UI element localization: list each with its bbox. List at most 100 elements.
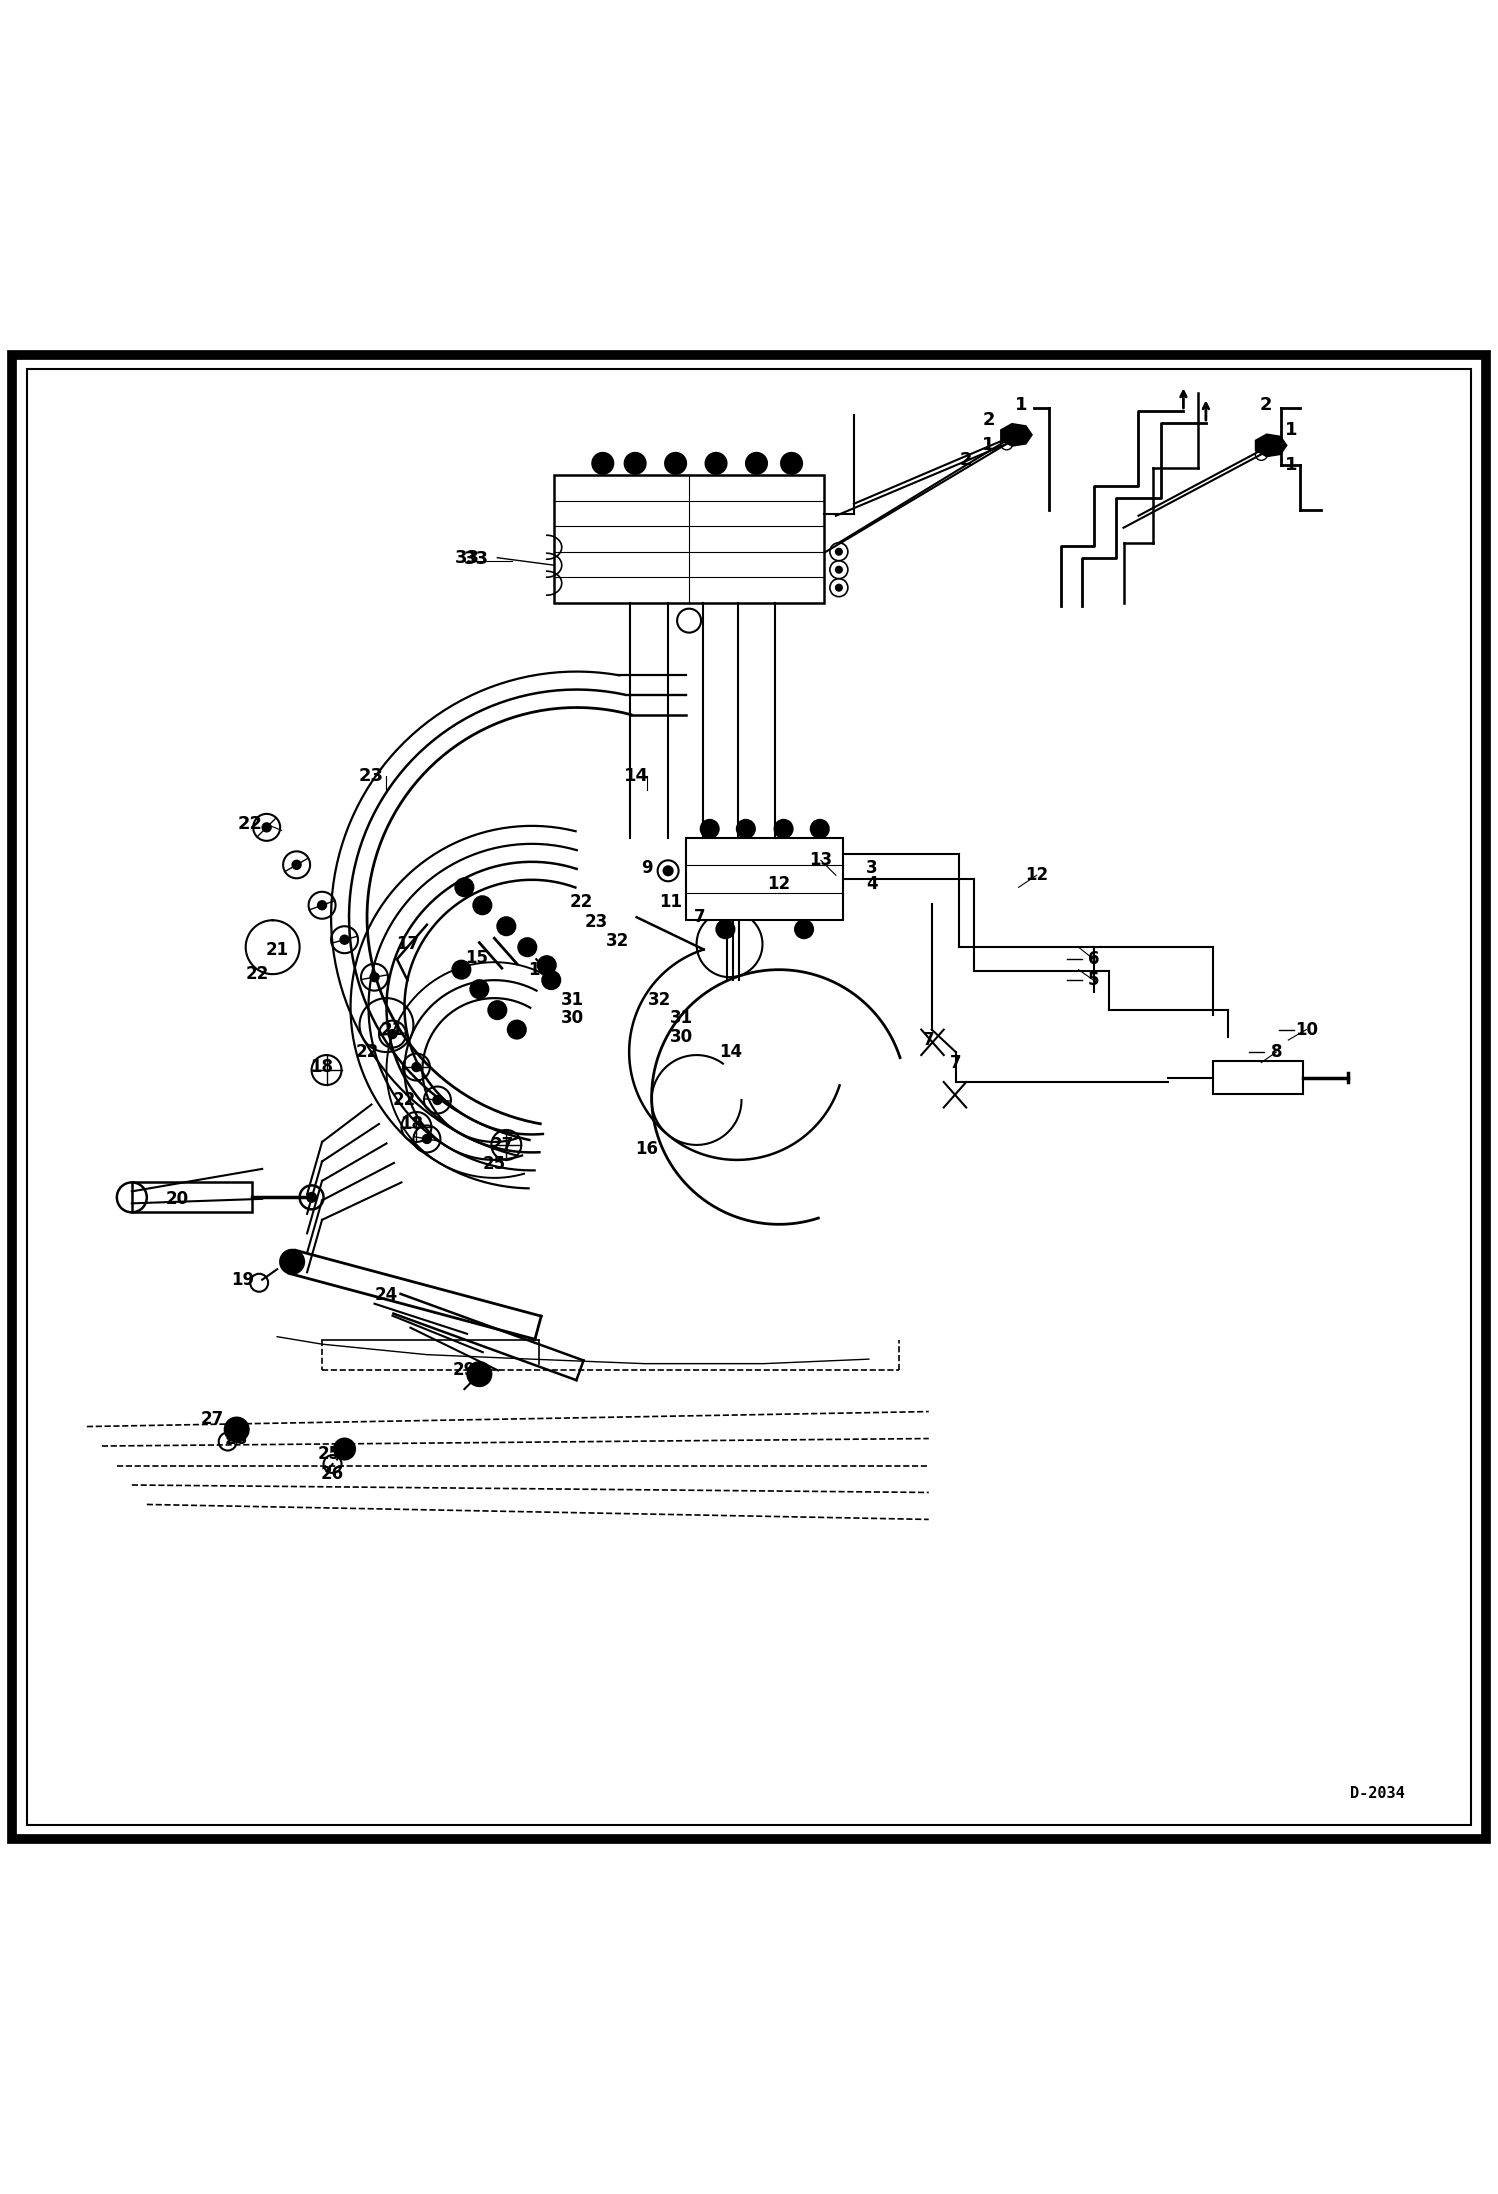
Text: 22: 22: [569, 893, 593, 911]
Circle shape: [836, 548, 842, 555]
Circle shape: [452, 961, 470, 979]
Circle shape: [488, 1000, 506, 1018]
Circle shape: [538, 957, 556, 974]
Circle shape: [262, 823, 271, 832]
Circle shape: [467, 1362, 491, 1387]
Text: 22: 22: [238, 816, 262, 834]
Circle shape: [625, 452, 646, 474]
Circle shape: [388, 1029, 397, 1038]
Text: 10: 10: [1294, 1020, 1318, 1038]
Text: 30: 30: [670, 1029, 694, 1047]
Text: 1: 1: [1285, 421, 1297, 439]
Circle shape: [433, 1095, 442, 1104]
Circle shape: [701, 821, 719, 838]
Text: 16: 16: [635, 1141, 659, 1158]
Text: 32: 32: [647, 992, 671, 1009]
Text: 13: 13: [809, 851, 833, 869]
Circle shape: [780, 452, 801, 474]
Bar: [1213, 1062, 1303, 1095]
Text: 9: 9: [641, 858, 653, 878]
Text: 7: 7: [923, 1031, 935, 1049]
Text: 21: 21: [265, 941, 289, 959]
Text: 2: 2: [960, 452, 972, 470]
Text: 1: 1: [983, 437, 995, 454]
Text: 2: 2: [1260, 395, 1272, 415]
Circle shape: [774, 821, 792, 838]
Circle shape: [716, 919, 734, 939]
Text: 26: 26: [321, 1466, 345, 1483]
Circle shape: [592, 452, 613, 474]
Text: 6: 6: [1088, 950, 1100, 968]
Text: 1: 1: [1285, 456, 1297, 474]
Text: 18: 18: [310, 1058, 334, 1075]
Text: 27: 27: [201, 1411, 225, 1428]
Text: 7: 7: [950, 1053, 962, 1071]
Circle shape: [497, 917, 515, 935]
Circle shape: [795, 919, 813, 939]
Text: 28: 28: [225, 1430, 249, 1448]
Text: 31: 31: [670, 1009, 694, 1027]
Text: 22: 22: [355, 1042, 379, 1062]
Circle shape: [370, 972, 379, 981]
Circle shape: [542, 972, 560, 989]
Text: 29: 29: [452, 1360, 476, 1378]
Text: 1: 1: [1016, 395, 1028, 415]
Circle shape: [836, 584, 842, 590]
Text: 30: 30: [560, 1009, 584, 1027]
Text: 12: 12: [767, 875, 791, 893]
Text: 15: 15: [464, 948, 488, 968]
Text: 27: 27: [490, 1136, 514, 1154]
Text: 4: 4: [866, 875, 878, 893]
Circle shape: [307, 1194, 316, 1202]
Text: 22: 22: [392, 1090, 416, 1108]
Text: 5: 5: [1088, 972, 1100, 989]
Circle shape: [455, 878, 473, 897]
Text: 18: 18: [400, 1115, 424, 1132]
Text: 25: 25: [482, 1156, 506, 1174]
Circle shape: [340, 935, 349, 943]
Text: 19: 19: [231, 1270, 255, 1288]
Circle shape: [665, 452, 686, 474]
Text: 2: 2: [1260, 439, 1272, 456]
Circle shape: [318, 902, 327, 911]
Text: 21: 21: [380, 1020, 404, 1038]
Text: 13: 13: [527, 961, 551, 979]
Text: 14: 14: [719, 1042, 743, 1062]
Text: 32: 32: [605, 932, 629, 950]
Circle shape: [470, 981, 488, 998]
Text: 3: 3: [866, 858, 878, 878]
Bar: [686, 838, 843, 919]
Polygon shape: [1001, 423, 1032, 445]
Circle shape: [334, 1439, 355, 1459]
Text: 7: 7: [694, 908, 706, 926]
Circle shape: [836, 566, 842, 573]
Bar: [132, 1183, 252, 1213]
Text: 31: 31: [560, 992, 584, 1009]
Circle shape: [518, 939, 536, 957]
Circle shape: [422, 1134, 431, 1143]
Circle shape: [746, 452, 767, 474]
Circle shape: [412, 1062, 421, 1071]
Circle shape: [508, 1020, 526, 1038]
Text: 33: 33: [464, 551, 488, 568]
Text: 17: 17: [395, 935, 419, 952]
Circle shape: [292, 860, 301, 869]
Circle shape: [225, 1417, 249, 1441]
Circle shape: [706, 452, 727, 474]
Text: 11: 11: [659, 893, 683, 911]
Text: 22: 22: [246, 965, 270, 983]
Text: 14: 14: [625, 768, 649, 785]
Circle shape: [810, 821, 828, 838]
Text: D-2034: D-2034: [1350, 1786, 1405, 1801]
Polygon shape: [1255, 434, 1287, 456]
Circle shape: [280, 1251, 304, 1275]
Circle shape: [473, 897, 491, 915]
Text: 33: 33: [454, 548, 479, 566]
Bar: [554, 476, 824, 603]
Circle shape: [664, 867, 673, 875]
Circle shape: [737, 821, 755, 838]
Text: 20: 20: [165, 1189, 189, 1209]
Text: 23: 23: [584, 913, 608, 930]
Text: 25: 25: [318, 1444, 342, 1463]
Text: 2: 2: [983, 410, 995, 428]
